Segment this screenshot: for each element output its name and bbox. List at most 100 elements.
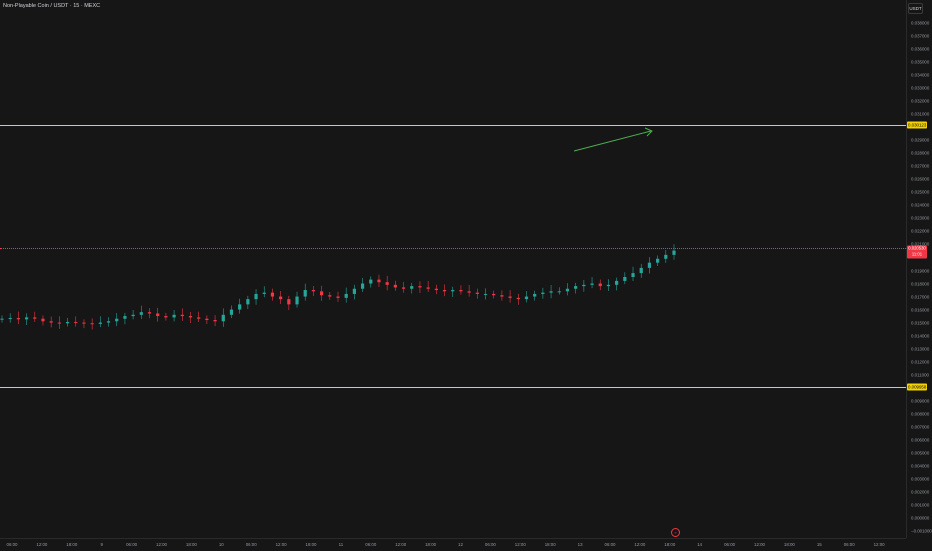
candle-body (615, 280, 619, 285)
scroll-to-realtime-icon[interactable]: » (671, 528, 680, 537)
price-tick-label: 0.033000 (911, 85, 930, 91)
candle-body (156, 313, 160, 317)
candle-body (172, 314, 176, 318)
candle-body (139, 312, 143, 315)
candle-body (549, 291, 553, 293)
price-tick-label: 0.000000 (911, 515, 930, 521)
candle-body (41, 318, 45, 322)
price-tick-label: 0.037000 (911, 33, 930, 39)
time-tick-label: 12:00 (395, 542, 407, 547)
price-tick-label: 0.002000 (911, 489, 930, 495)
price-tick-label: 0.015000 (911, 320, 930, 326)
candle-body (49, 321, 53, 323)
candle-body (541, 292, 545, 294)
price-tick-label: 0.023000 (911, 215, 930, 221)
price-tick-label: 0.024000 (911, 202, 930, 208)
candle-body (246, 299, 250, 305)
time-tick-label: 12 (458, 542, 463, 547)
candle-body (606, 284, 611, 287)
candle-body (188, 316, 193, 318)
candle-body (262, 292, 266, 294)
candle-body (516, 297, 520, 300)
candle-body (352, 288, 356, 294)
time-tick-label: 11 (338, 542, 344, 547)
time-tick-label: 14 (697, 542, 703, 547)
currency-unit-button[interactable]: USDT (908, 3, 923, 14)
candle-body (254, 293, 258, 300)
candle-body (16, 318, 20, 320)
time-tick-label: 18:00 (783, 542, 795, 547)
candle-body (90, 323, 94, 325)
candle-body (147, 312, 152, 314)
candle-body (57, 322, 61, 324)
candle-body (500, 295, 504, 297)
candle-body (164, 316, 168, 318)
candle-body (623, 277, 627, 281)
upper-level-badge: 0.030123 (907, 121, 928, 129)
time-tick-label: 12:00 (36, 542, 48, 547)
current-price-line (0, 248, 906, 249)
candle-body (279, 296, 283, 300)
candle-body (0, 318, 4, 320)
time-axis[interactable] (0, 538, 906, 551)
candle-body (656, 258, 660, 263)
time-tick-label: 15 (816, 542, 822, 547)
candle-body (197, 317, 201, 319)
candle-body (590, 283, 594, 285)
candle-body (65, 321, 70, 324)
price-tick-label: 0.016000 (911, 307, 930, 313)
candle-body (672, 250, 676, 255)
time-tick-label: 06:00 (604, 542, 616, 547)
price-tick-label: 0.011000 (911, 372, 929, 378)
time-tick-label: 12:00 (754, 542, 765, 547)
price-tick-label: 0.031000 (911, 111, 930, 117)
current-price: 0.020530 (908, 245, 926, 251)
price-tick-label: 0.014000 (911, 333, 930, 339)
candle-body (459, 290, 463, 292)
candle-body (8, 318, 12, 320)
price-tick-label: 0.032000 (911, 98, 930, 104)
lower-horizontal-line[interactable] (0, 387, 906, 388)
price-tick-label: 0.027000 (911, 163, 930, 169)
candle-body (574, 286, 578, 289)
green-trend-arrow[interactable] (573, 127, 653, 152)
candle-body (106, 321, 111, 323)
candle-body (24, 317, 29, 320)
candle-body (639, 267, 643, 274)
time-tick-label: 18:00 (544, 542, 556, 547)
price-axis[interactable] (906, 0, 932, 538)
time-tick-label: 06:00 (843, 542, 855, 547)
price-tick-label: 0.034000 (911, 72, 930, 78)
bar-countdown: 11:01 (911, 251, 923, 257)
time-tick-label: 10 (218, 542, 224, 547)
candle-body (33, 317, 37, 319)
candle-body (229, 309, 234, 315)
candle-body (287, 299, 291, 305)
price-tick-label: 0.028000 (911, 150, 930, 156)
time-tick-label: 06:00 (484, 542, 496, 547)
candle-body (467, 291, 471, 293)
candle-body (98, 322, 102, 324)
candle-body (115, 318, 119, 322)
time-tick-label: 18:00 (664, 542, 676, 547)
upper-horizontal-line[interactable] (0, 125, 906, 126)
candle-body (270, 292, 275, 297)
candle-body (180, 314, 184, 317)
price-tick-label: 0.013000 (911, 346, 930, 352)
candle-body (336, 296, 340, 298)
time-tick-label: 12:00 (275, 542, 287, 547)
candle-body (631, 273, 635, 278)
price-tick-label: 0.007000 (911, 424, 930, 430)
candle-body (418, 286, 422, 288)
price-tick-label: 0.005000 (911, 450, 930, 456)
candle-body (410, 286, 414, 289)
candle-body (508, 296, 512, 298)
candle-body (311, 290, 316, 292)
candle-body (647, 262, 652, 268)
candlestick-chart[interactable] (0, 0, 906, 538)
price-tick-label: 0.025000 (911, 189, 930, 195)
lower-level-badge: 0.009958 (907, 383, 928, 391)
time-tick-label: 06:00 (245, 542, 257, 547)
time-tick-label: 06:00 (126, 542, 138, 547)
price-tick-label: 0.001000 (911, 502, 930, 508)
